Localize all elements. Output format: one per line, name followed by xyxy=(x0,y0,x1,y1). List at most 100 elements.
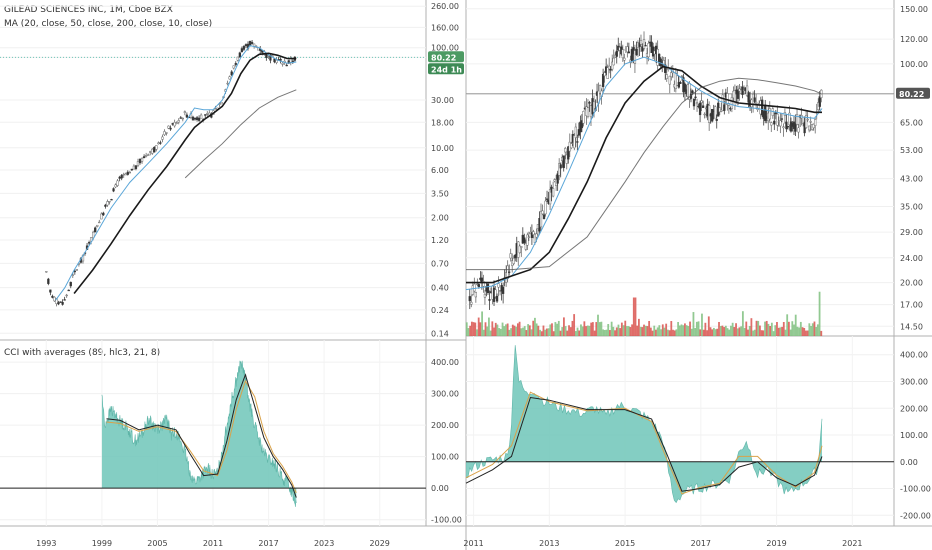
volume-bar xyxy=(494,322,497,336)
right-price-y-tick-label: 17.00 xyxy=(900,301,923,310)
volume-bar xyxy=(556,323,558,336)
volume-bar xyxy=(590,322,593,336)
left-price-candle-body xyxy=(71,274,74,276)
right-ma50-line xyxy=(466,65,822,284)
left-price-candle-body xyxy=(134,165,138,170)
left-price-candle-body xyxy=(89,237,93,242)
volume-bar xyxy=(561,327,564,336)
left-ma20-line xyxy=(55,45,297,301)
right-price-candle-body xyxy=(812,123,815,129)
volume-bar xyxy=(665,323,668,336)
volume-bar xyxy=(602,329,605,336)
left-price-candle-body xyxy=(57,302,60,305)
ma-indicator-label: MA (20, close, 50, close, 200, close, 10… xyxy=(4,19,212,29)
volume-bar xyxy=(755,320,758,336)
volume-bar xyxy=(574,331,577,336)
left-price-candle-body xyxy=(49,289,52,293)
volume-bar xyxy=(644,325,647,336)
volume-bar xyxy=(803,327,806,336)
volume-bar xyxy=(559,330,562,336)
volume-bar xyxy=(690,328,693,336)
right-price-candle-body xyxy=(754,101,758,104)
volume-bar xyxy=(484,322,487,336)
volume-bar xyxy=(638,318,640,336)
right-price-candle-body xyxy=(808,125,811,131)
right-price-candle-body xyxy=(532,231,535,235)
right-price-candle-body xyxy=(788,112,791,126)
right-price-candle-body xyxy=(665,74,668,79)
right-x-tick-label: 2015 xyxy=(615,539,635,548)
right-price-candle-body xyxy=(508,271,511,273)
right-price-candle-body xyxy=(559,164,562,169)
volume-bar xyxy=(776,322,778,336)
volume-bar xyxy=(614,330,616,336)
volume-bar xyxy=(767,323,770,336)
right-price-candle-body xyxy=(477,284,481,288)
volume-bar xyxy=(762,330,765,336)
right-price-candle-body xyxy=(544,200,547,215)
left-price-candle-body xyxy=(98,221,101,224)
volume-bar xyxy=(535,323,538,336)
left-price-y-tick-label: 0.40 xyxy=(431,284,449,293)
left-price-candle-body xyxy=(279,58,282,61)
volume-bar xyxy=(714,329,717,336)
left-price-candle-body xyxy=(173,122,176,127)
volume-bar xyxy=(815,326,818,336)
left-price-candle-body xyxy=(92,231,95,239)
volume-bar xyxy=(820,330,823,336)
right-y-tick-label: 0.00 xyxy=(900,458,918,467)
volume-bar xyxy=(488,317,490,336)
volume-bar xyxy=(811,323,814,336)
right-price-candle-body xyxy=(601,73,605,87)
left-price-candle-body xyxy=(171,123,174,125)
volume-bar xyxy=(527,324,530,336)
left-price-candle-body xyxy=(138,158,142,164)
right-y-tick-label: 400.00 xyxy=(900,351,928,360)
volume-bar xyxy=(655,329,657,336)
right-price-candle-body xyxy=(642,39,646,49)
left-cci-line xyxy=(101,360,297,507)
left-y-tick-label: -100.00 xyxy=(431,516,462,525)
left-price-candle-body xyxy=(285,64,288,67)
left-price-candle-body xyxy=(157,142,160,145)
left-price-candle-body xyxy=(228,76,231,80)
right-price-candle-body xyxy=(606,67,609,79)
left-price-candle-body xyxy=(65,294,68,297)
volume-bar xyxy=(711,329,714,336)
right-price-candle-body xyxy=(598,85,602,94)
right-price-y-tick-label: 150.00 xyxy=(900,5,928,14)
right-price-candle-body xyxy=(518,245,521,254)
volume-bar xyxy=(573,314,576,336)
left-cci-ma8-line xyxy=(106,379,297,494)
right-price-candle-body xyxy=(539,211,543,228)
volume-bar xyxy=(607,324,610,336)
volume-bar xyxy=(782,321,785,336)
left-price-candle-body xyxy=(291,60,294,63)
left-y-tick-label: 300.00 xyxy=(431,390,459,399)
volume-bar xyxy=(769,325,772,336)
volume-bar xyxy=(506,323,509,336)
left-price-candle-body xyxy=(142,156,146,159)
right-price-candle-body xyxy=(574,126,577,138)
right-price-candle-body xyxy=(609,68,612,71)
right-price-candle-body xyxy=(558,163,561,176)
right-price-candle-body xyxy=(694,96,697,98)
volume-bar xyxy=(740,326,743,336)
left-price-candle-body xyxy=(67,289,70,292)
right-price-candle-body xyxy=(633,50,637,64)
volume-bar xyxy=(470,321,473,336)
volume-bar xyxy=(808,323,811,336)
right-price-candle-body xyxy=(639,40,643,45)
right-price-candle-body xyxy=(567,146,570,160)
left-price-candle-body xyxy=(204,114,207,116)
right-price-candle-body xyxy=(804,115,808,128)
right-price-candle-body xyxy=(577,129,581,136)
chart-title: GILEAD SCIENCES INC, 1M, Cboe BZX xyxy=(4,5,173,15)
right-price-candle-body xyxy=(723,104,726,111)
volume-bar xyxy=(501,322,504,336)
left-price-candle-body xyxy=(179,117,182,119)
volume-bar xyxy=(591,322,594,336)
volume-bar xyxy=(569,327,572,336)
right-price-candle-body xyxy=(679,82,682,84)
left-price-candle-body xyxy=(73,270,76,273)
